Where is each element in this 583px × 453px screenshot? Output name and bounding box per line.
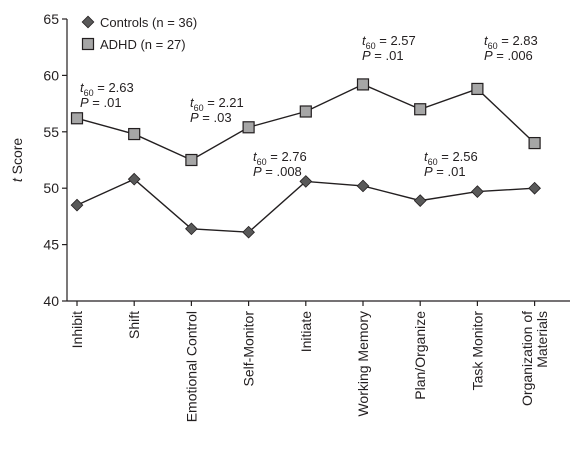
x-category-label: Task Monitor bbox=[469, 311, 485, 391]
adhd-point bbox=[242, 121, 255, 134]
legend: Controls (n = 36) ADHD (n = 27) bbox=[81, 15, 197, 52]
x-category-label: Emotional Control bbox=[183, 311, 199, 422]
annotation-emotional-control: t60 = 2.21P = .03 bbox=[190, 95, 244, 125]
controls-point bbox=[356, 179, 370, 193]
y-tick-label: 55 bbox=[43, 124, 59, 140]
adhd-point bbox=[128, 127, 141, 141]
annotation-t-stat: t60 = 2.83 bbox=[484, 33, 538, 51]
annotation-p-value: P = .006 bbox=[484, 48, 533, 63]
legend-adhd-label: ADHD (n = 27) bbox=[100, 37, 186, 52]
y-tick-label: 50 bbox=[43, 180, 59, 196]
controls-point bbox=[299, 175, 313, 188]
annotation-p-value: P = .01 bbox=[362, 48, 404, 63]
controls-point bbox=[242, 225, 255, 239]
annotation-t-stat: t60 = 2.76 bbox=[253, 149, 307, 167]
annotation-t-stat: t60 = 2.63 bbox=[80, 80, 134, 98]
y-tick-label: 40 bbox=[43, 293, 59, 309]
annotation-t-stat: t60 = 2.57 bbox=[362, 33, 416, 51]
legend-controls-marker bbox=[81, 15, 95, 29]
controls-point bbox=[471, 185, 484, 198]
x-category-label: Organization ofMaterials bbox=[519, 311, 550, 406]
x-category-label: Working Memory bbox=[355, 311, 371, 417]
y-tick-label: 45 bbox=[43, 237, 59, 253]
x-category-label: Inhibit bbox=[69, 311, 85, 348]
annotation-p-value: P = .008 bbox=[253, 164, 302, 179]
controls-point bbox=[185, 222, 198, 236]
controls-point bbox=[528, 181, 541, 195]
legend-controls-label: Controls (n = 36) bbox=[100, 15, 197, 30]
adhd-point bbox=[471, 82, 484, 96]
annotation-t-stat: t60 = 2.56 bbox=[424, 149, 478, 167]
x-category-label: Self-Monitor bbox=[241, 311, 257, 387]
annotation-task-monitor: t60 = 2.83P = .006 bbox=[484, 33, 538, 63]
controls-point bbox=[413, 194, 427, 207]
adhd-point bbox=[528, 136, 541, 150]
controls-point bbox=[70, 198, 84, 212]
series-lines bbox=[70, 78, 541, 239]
adhd-point bbox=[70, 112, 84, 125]
annotation-plan-organize: t60 = 2.56P = .01 bbox=[424, 149, 478, 179]
adhd-point bbox=[356, 78, 370, 91]
y-axis-title: t Score bbox=[9, 138, 25, 183]
x-category-label: Initiate bbox=[298, 311, 314, 352]
adhd-point bbox=[299, 105, 312, 118]
annotation-inhibit: t60 = 2.63P = .01 bbox=[80, 80, 134, 110]
annotation-self-monitor: t60 = 2.76P = .008 bbox=[253, 149, 307, 179]
annotation-p-value: P = .01 bbox=[80, 95, 122, 110]
adhd-point bbox=[185, 153, 198, 167]
x-category-label: Plan/Organize bbox=[412, 311, 428, 400]
controls-point bbox=[127, 172, 141, 186]
annotation-p-value: P = .03 bbox=[190, 110, 232, 125]
legend-adhd-marker bbox=[81, 37, 95, 51]
adhd-point bbox=[414, 103, 427, 116]
annotation-p-value: P = .01 bbox=[424, 164, 466, 179]
y-tick-label: 60 bbox=[43, 67, 59, 83]
annotation-t-stat: t60 = 2.21 bbox=[190, 95, 244, 113]
annotation-working-memory: t60 = 2.57P = .01 bbox=[362, 33, 416, 63]
y-tick-label: 65 bbox=[43, 11, 59, 27]
x-category-label: Shift bbox=[126, 311, 142, 339]
axes: 40 45 50 55 60 65 t Score Inhibit Shift Emotional… bbox=[9, 11, 570, 422]
